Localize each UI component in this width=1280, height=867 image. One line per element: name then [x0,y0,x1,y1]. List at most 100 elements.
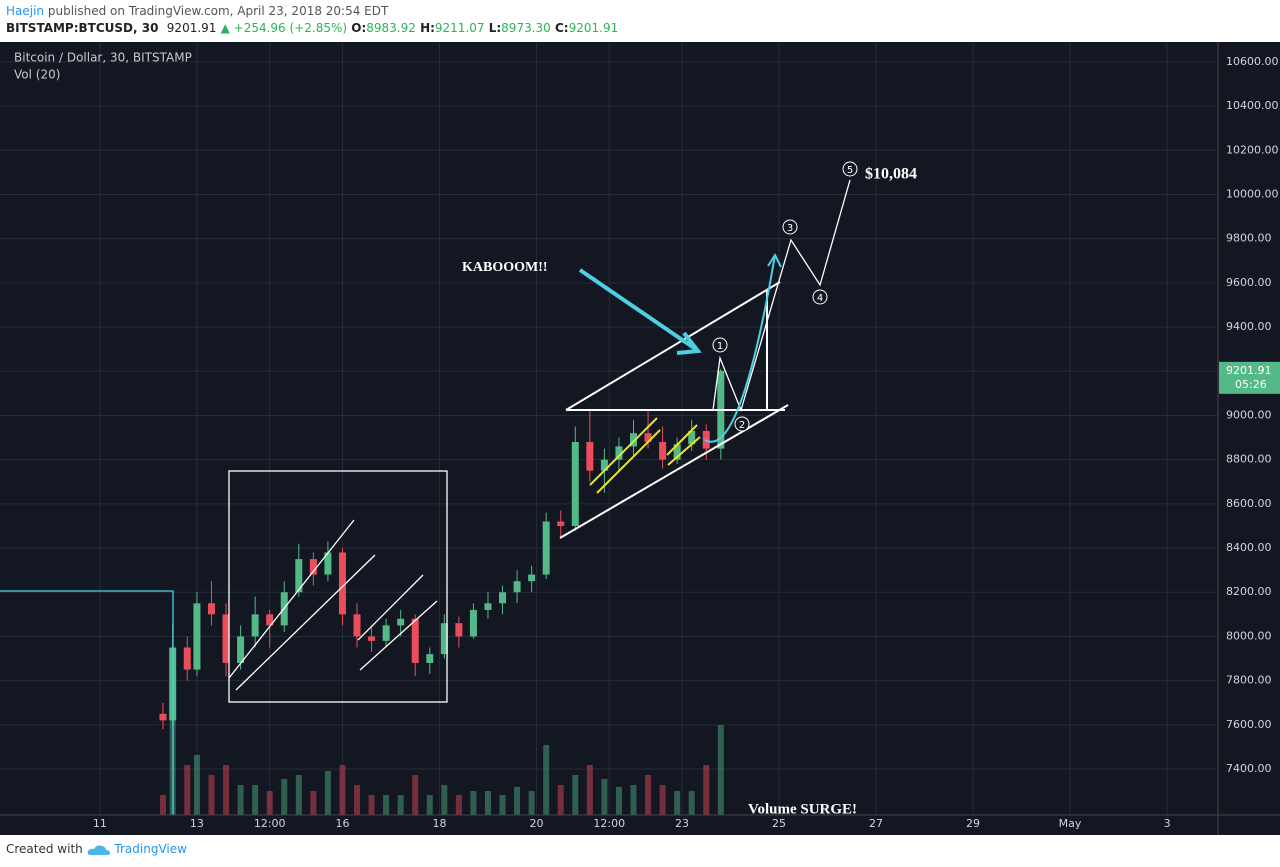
chart-title: Bitcoin / Dollar, 30, BITSTAMP [14,51,192,65]
ohlc-key: L: [488,21,502,35]
brand[interactable]: TradingView [114,842,187,856]
y-tick-label: 8800.00 [1226,453,1272,466]
wave-marker [712,337,728,353]
x-tick-label: 16 [335,817,349,830]
ohlc-key: O: [351,21,367,35]
wave-marker [842,161,858,177]
triangle-bottom [559,404,789,539]
volume-bar [601,779,608,815]
x-tick-label: 11 [93,817,107,830]
footer-text: Created with [6,842,83,856]
candle-body [629,433,637,447]
ohlc-key: C: [554,21,569,35]
volume-bar [252,785,259,815]
y-tick-label: 7400.00 [1226,762,1272,775]
arrow [578,268,699,352]
author[interactable]: Haejin [6,4,45,18]
volume-bar [674,791,681,815]
annotation: $10,084 [865,166,917,183]
chart-subtitle: Vol (20) [14,68,60,82]
volume-bar [159,795,166,815]
candle-body [353,614,361,637]
x-tick-label: 20 [529,817,543,830]
trendline [235,554,376,691]
volume-bar [470,791,477,815]
candle-body [659,441,667,460]
ohlc-key: H: [420,21,435,35]
candle-body [266,614,274,626]
candle-body [688,430,696,445]
range-box [0,590,174,815]
trendline [228,519,355,679]
volume-bar [703,765,710,815]
price-tag [1219,361,1280,394]
x-tick-label: 27 [869,817,883,830]
triangle-top [565,281,781,411]
candle-body [528,574,536,582]
volume-bar [266,791,273,815]
candle-body [440,623,448,655]
candle-body [207,603,215,615]
y-tick-label: 10600.00 [1226,55,1279,68]
volume-bar [514,787,521,815]
change: ▲ +254.96 (+2.85%) [220,21,348,35]
volume-bar [484,791,491,815]
volume-bar [310,791,317,815]
candle-body [251,614,259,637]
volume-bar [184,765,191,815]
y-tick-label: 7800.00 [1226,674,1272,687]
volume-bar [645,775,652,815]
symbol: BITSTAMP:BTCUSD, 30 [6,21,159,35]
x-tick-label: 18 [432,817,446,830]
volume-bar [543,745,550,815]
ohlc-value: 9201.91 [568,21,619,35]
volume-bar [324,771,331,815]
volume-bar [354,785,361,815]
volume-bar [528,791,535,815]
volume-bar [586,765,593,815]
x-tick-label: 25 [772,817,786,830]
symbol-line: BITSTAMP:BTCUSD, 30 9201.91 ▲ +254.96 (+… [6,21,618,35]
volume-bar [223,765,230,815]
annotation: Volume SURGE! [748,801,857,817]
y-tick-label: 9000.00 [1226,408,1272,421]
ohlc-value: 8973.30 [501,21,551,35]
volume-bar [383,795,390,815]
wave-label: 3 [787,223,793,234]
ohlc: O:8983.92 H:9211.07 L:8973.30 C:9201.91 [351,21,618,35]
x-tick-label: 13 [190,817,204,830]
candle-body [615,446,623,460]
y-tick-label: 8600.00 [1226,497,1272,510]
candle-body [324,552,332,575]
y-tick-label: 10000.00 [1226,187,1279,200]
volume-bar [426,795,433,815]
candle-body [426,654,434,663]
volume-bar [208,775,215,815]
volume-bar [412,775,419,815]
logo [87,844,110,855]
arrowhead [676,331,702,355]
candle-body [397,618,405,626]
wave-marker [734,416,750,432]
candle-body [159,713,167,721]
volume-bar [615,787,622,815]
drawings [0,179,851,815]
chart-background [0,42,1280,835]
volume-bar [659,785,666,815]
volume-bar [281,779,288,815]
candle-body [295,559,303,593]
grid [0,42,1218,815]
publish-line: Haejin published on TradingView.com, Apr… [6,4,388,18]
wave-label: 2 [739,420,745,431]
volume-bar [630,785,637,815]
last: 9201.91 [166,21,217,35]
arrowhead [767,252,782,268]
y-tick-label: 7600.00 [1226,718,1272,731]
published: published on TradingView.com, April 23, … [47,4,389,18]
candle-body [469,609,477,637]
wave-path [712,179,851,412]
volume-bar [455,795,462,815]
countdown: 05:26 [1235,378,1267,391]
